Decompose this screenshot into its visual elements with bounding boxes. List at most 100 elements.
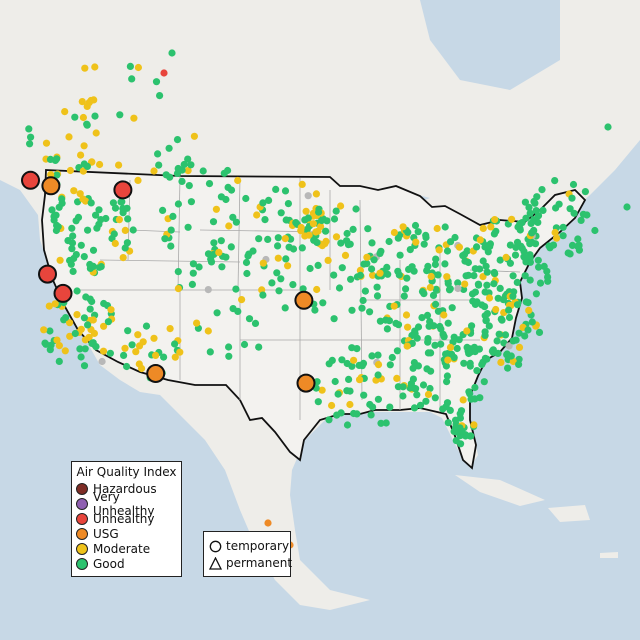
temporary-label: temporary xyxy=(226,539,290,553)
monitor-dot xyxy=(243,269,251,278)
monitor-dot xyxy=(343,387,351,395)
monitor-dot xyxy=(482,262,490,270)
monitor-dot xyxy=(487,223,495,231)
monitor-dot xyxy=(426,283,434,292)
monitor-dot xyxy=(204,250,213,258)
monitor-dot xyxy=(348,306,356,314)
monitor-dot xyxy=(399,392,407,400)
monitor-dot xyxy=(132,348,140,356)
monitor-dot xyxy=(53,221,61,229)
monitor-dot xyxy=(422,233,430,242)
monitor-dot xyxy=(116,111,124,119)
monitor-dot xyxy=(242,194,250,203)
monitor-dot xyxy=(68,224,76,232)
monitor-dot xyxy=(51,300,59,308)
monitor-dot xyxy=(506,259,514,267)
monitor-dot xyxy=(173,136,182,144)
monitor-dot xyxy=(429,291,438,299)
monitor-dot xyxy=(80,142,88,150)
monitor-dot xyxy=(538,186,546,194)
monitor-dot xyxy=(47,171,55,179)
monitor-dot xyxy=(376,269,384,277)
hudson-bay xyxy=(420,0,560,90)
monitor-dot xyxy=(528,318,536,326)
legend-label-good: Good xyxy=(93,557,125,571)
monitor-dot xyxy=(444,419,452,427)
monitor-dot xyxy=(68,245,76,253)
monitor-dot xyxy=(245,315,254,323)
monitor-dot xyxy=(402,311,411,319)
monitor-dot xyxy=(77,325,85,333)
monitor-dot xyxy=(184,155,192,163)
monitor-dot xyxy=(496,284,504,292)
monitor-dot xyxy=(79,167,87,175)
monitor-dot xyxy=(205,180,214,188)
monitor-dot xyxy=(569,180,578,189)
monitor-dot xyxy=(400,292,408,300)
monitor-dot xyxy=(129,226,137,234)
highlighted-monitor xyxy=(294,290,314,310)
monitor-dot xyxy=(559,223,567,231)
monitor-dot xyxy=(225,343,233,351)
monitor-dot xyxy=(495,330,503,338)
monitor-dot xyxy=(412,238,420,246)
monitor-dot xyxy=(46,327,54,335)
monitor-dot xyxy=(210,239,218,247)
monitor-dot xyxy=(80,314,88,322)
monitor-dot xyxy=(485,294,494,302)
monitor-dot xyxy=(110,230,118,238)
monitor-dot xyxy=(188,280,196,288)
monitor-dot xyxy=(277,209,285,217)
monitor-dot xyxy=(26,140,34,148)
monitor-dot xyxy=(350,356,358,364)
circle-icon xyxy=(208,539,222,553)
monitor-dot xyxy=(272,185,280,193)
monitor-dot xyxy=(553,234,561,242)
monitor-dot xyxy=(551,228,559,237)
monitor-dot xyxy=(367,411,375,419)
monitor-dot xyxy=(490,280,498,288)
monitor-dot xyxy=(232,218,240,226)
monitor-dot xyxy=(454,279,462,287)
monitor-dot xyxy=(390,228,398,237)
monitor-dot xyxy=(71,113,79,121)
monitor-dot xyxy=(530,216,538,224)
monitor-dot xyxy=(328,401,336,410)
monitor-dot xyxy=(48,206,56,214)
monitor-dot xyxy=(385,317,393,325)
monitor-dot xyxy=(353,410,361,418)
monitor-dot xyxy=(504,364,512,372)
monitor-dot xyxy=(422,397,430,405)
monitor-dot xyxy=(521,254,529,262)
monitor-dot xyxy=(225,222,233,230)
legend-row-hazardous: Hazardous xyxy=(76,482,157,496)
monitor-dot xyxy=(374,351,382,359)
monitor-dot xyxy=(251,319,260,327)
monitor-dot xyxy=(156,92,164,100)
monitor-dot xyxy=(69,232,77,240)
monitor-dot xyxy=(402,285,410,293)
monitor-dot xyxy=(204,286,212,294)
monitor-dot xyxy=(414,362,422,370)
monitor-dot xyxy=(366,308,374,316)
monitor-dot xyxy=(187,198,195,206)
monitor-dot xyxy=(461,257,469,265)
monitor-dot xyxy=(442,362,450,370)
monitor-dot xyxy=(264,235,272,243)
monitor-dot xyxy=(217,237,225,245)
monitor-dot xyxy=(323,217,331,225)
monitor-dot xyxy=(431,394,439,402)
monitor-dot xyxy=(386,403,394,411)
legend-label-moderate: Moderate xyxy=(93,542,151,556)
monitor-dot xyxy=(61,108,69,116)
monitor-dot xyxy=(525,306,533,314)
monitor-dot xyxy=(361,287,369,295)
monitor-dot xyxy=(330,315,338,323)
monitor-dot xyxy=(441,260,449,268)
monitor-dot xyxy=(77,353,85,361)
monitor-dot xyxy=(341,251,350,259)
monitor-dot xyxy=(459,396,467,404)
monitor-dot xyxy=(494,349,502,357)
monitor-dot xyxy=(68,239,77,247)
highlighted-monitor xyxy=(296,373,316,393)
